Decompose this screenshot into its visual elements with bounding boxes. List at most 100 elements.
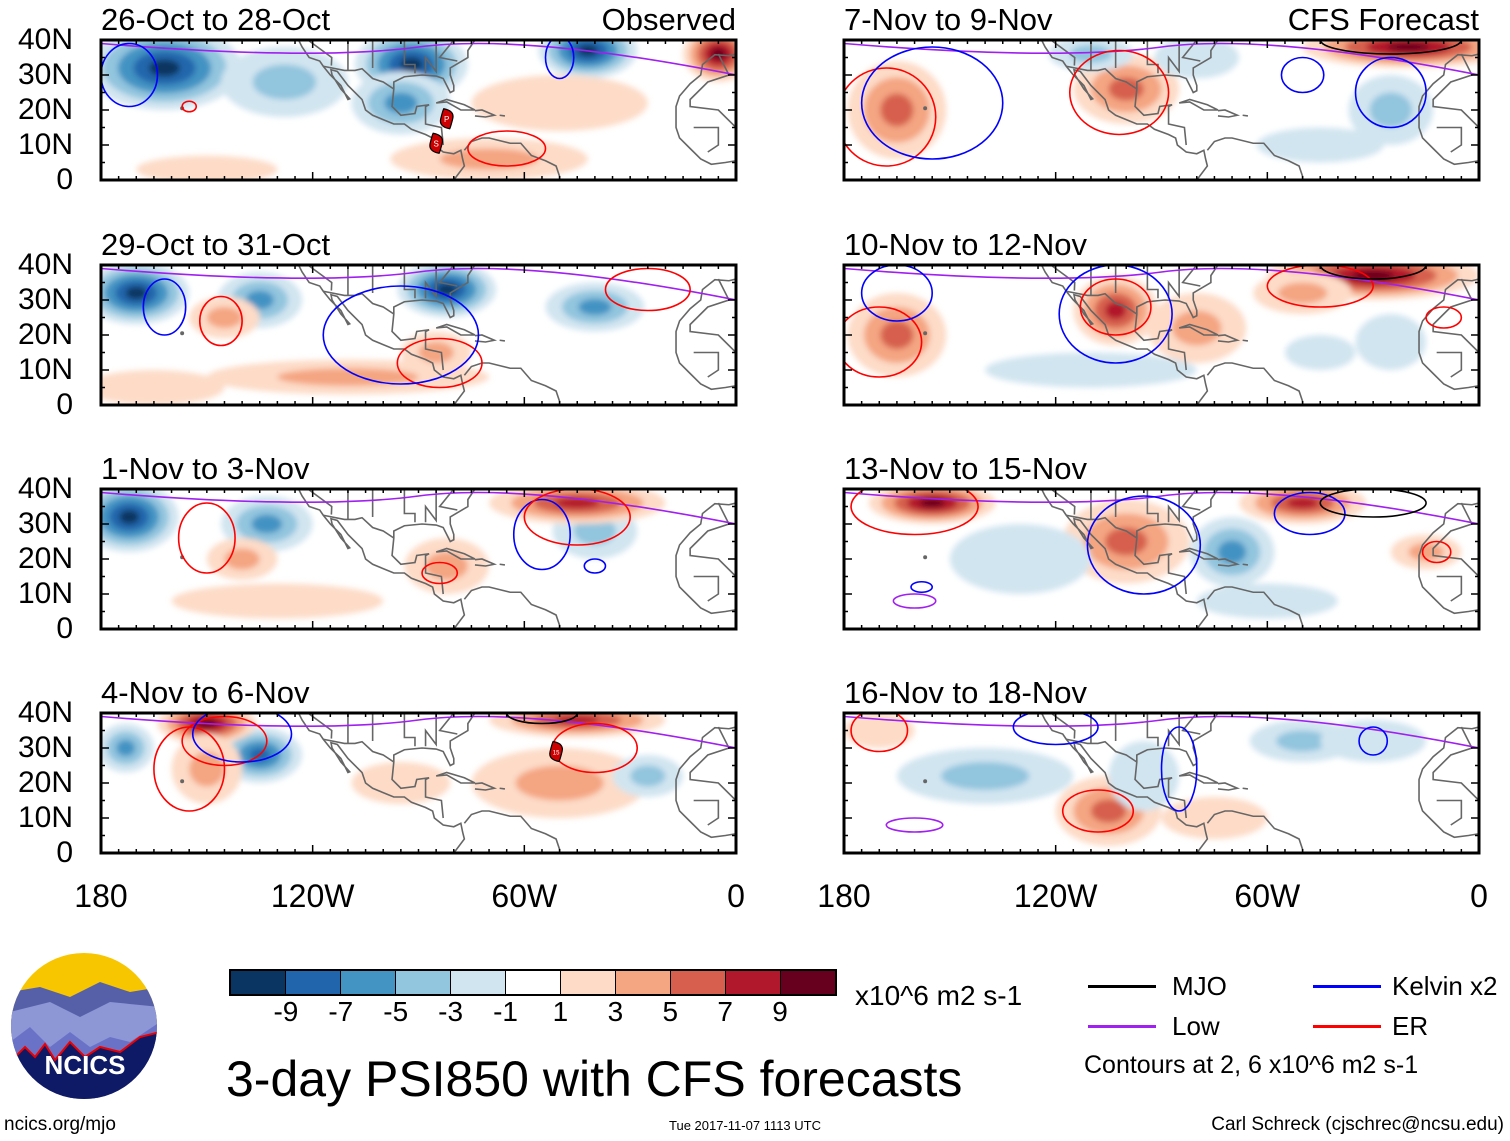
coastline xyxy=(1418,278,1479,391)
anomaly-shading xyxy=(941,762,1030,790)
anomaly-shading xyxy=(1090,799,1127,823)
colorbar-tick-label: -9 xyxy=(273,996,299,1027)
anomaly-shading xyxy=(425,552,468,580)
anomaly-shading xyxy=(251,514,283,534)
low-contour xyxy=(844,491,1479,525)
ncics-logo: NCICS xyxy=(11,953,157,1099)
blue-contour xyxy=(512,498,571,571)
coastline xyxy=(1181,40,1201,62)
red-contour xyxy=(844,67,937,167)
storm-marker[interactable]: 15 xyxy=(549,740,563,763)
y-tick-label: 30N xyxy=(17,58,73,91)
coastline xyxy=(1146,713,1159,747)
purple-contour xyxy=(885,817,944,833)
colorbar-tick-label: 9 xyxy=(772,996,788,1027)
coastline xyxy=(1242,787,1249,790)
coastline xyxy=(438,713,458,735)
coastline xyxy=(1418,502,1479,615)
black-contour xyxy=(1319,40,1463,55)
hawaii xyxy=(923,331,928,336)
coastline xyxy=(1181,489,1201,511)
anomaly-shading xyxy=(1320,720,1427,762)
coastline xyxy=(1181,713,1201,735)
y-tick-label: 10N xyxy=(17,128,73,161)
blue-contour xyxy=(191,713,293,763)
blue-contour xyxy=(1358,726,1389,756)
coastline xyxy=(1206,586,1304,629)
storm-marker[interactable]: P xyxy=(439,108,454,130)
blue-contour xyxy=(322,285,480,385)
hawaii xyxy=(923,779,928,784)
red-contour xyxy=(850,489,979,536)
black-contour xyxy=(1319,489,1427,518)
storm-marker[interactable]: S xyxy=(429,132,444,154)
legend-mjo: MJO xyxy=(1172,971,1227,1001)
colorbar-swatch xyxy=(451,971,506,994)
panel-title: 1-Nov to 3-Nov xyxy=(101,451,310,486)
colorbar-tick-label: 3 xyxy=(607,996,624,1027)
coastline xyxy=(474,334,498,343)
coastline xyxy=(297,40,466,180)
coastline xyxy=(438,489,458,511)
coastline xyxy=(297,265,466,405)
legend-mjo-line xyxy=(1088,985,1156,988)
coastline xyxy=(323,290,395,315)
anomaly-shading xyxy=(1256,127,1384,163)
colorbar-units: x10^6 m2 s-1 xyxy=(855,980,1023,1011)
x-tick-label: 180 xyxy=(74,878,128,914)
colorbar-swatch xyxy=(616,971,671,994)
anomaly-shading xyxy=(1217,540,1247,564)
coastline xyxy=(463,586,561,629)
storm-label: P xyxy=(444,115,449,124)
colorbar-swatch xyxy=(561,971,616,994)
blue-contour xyxy=(1160,726,1198,812)
x-tick-label: 120W xyxy=(270,878,355,914)
coastline xyxy=(1217,109,1241,118)
coastline xyxy=(1066,514,1138,539)
coastline xyxy=(1040,489,1209,629)
y-tick-label: 20N xyxy=(17,318,73,351)
panel-title: 4-Nov to 6-Nov xyxy=(101,675,310,710)
red-contour xyxy=(523,489,631,546)
coastline xyxy=(391,713,476,819)
coastline xyxy=(1206,362,1304,405)
blue-contour xyxy=(101,42,159,108)
legend-kelvin-line xyxy=(1313,985,1381,988)
red-contour xyxy=(850,713,909,753)
coastline xyxy=(675,278,736,391)
colorbar-swatch xyxy=(726,971,781,994)
colorbar-tick-label: 1 xyxy=(552,996,569,1027)
map-panel: PS xyxy=(99,38,738,182)
red-contour xyxy=(198,295,243,347)
colorbar-tick-label: -1 xyxy=(493,996,518,1027)
coastline xyxy=(1436,799,1463,826)
anomaly-shading xyxy=(1276,730,1330,752)
coastline xyxy=(1134,489,1219,595)
y-tick-label: 30N xyxy=(17,507,73,540)
y-tick-label: 30N xyxy=(17,731,73,764)
anomaly-shading xyxy=(1154,40,1240,79)
footer-url[interactable]: ncics.org/mjo xyxy=(4,1114,116,1135)
coastline xyxy=(1436,351,1463,378)
colorbar-swatch xyxy=(396,971,451,994)
x-tick-label: 60W xyxy=(1234,878,1301,914)
map-panel xyxy=(99,263,738,407)
x-tick-label: 60W xyxy=(491,878,558,914)
black-contour xyxy=(1319,265,1427,280)
coastline xyxy=(306,713,333,739)
anomaly-shading xyxy=(252,64,317,100)
coastline xyxy=(474,782,498,791)
anomaly-shading xyxy=(1369,92,1412,128)
y-tick-label: 30N xyxy=(17,283,73,316)
forecast-label: CFS Forecast xyxy=(1287,2,1479,37)
black-contour xyxy=(505,713,579,725)
anomaly-shading xyxy=(245,290,274,310)
hawaii xyxy=(180,779,185,784)
hawaii xyxy=(923,555,928,560)
legend-low-line xyxy=(1088,1025,1156,1028)
coastline xyxy=(463,810,561,853)
coastline xyxy=(499,339,506,342)
red-contour xyxy=(844,306,923,378)
legend-kelvin: Kelvin x2 xyxy=(1392,971,1498,1001)
blue-contour xyxy=(1086,495,1202,595)
